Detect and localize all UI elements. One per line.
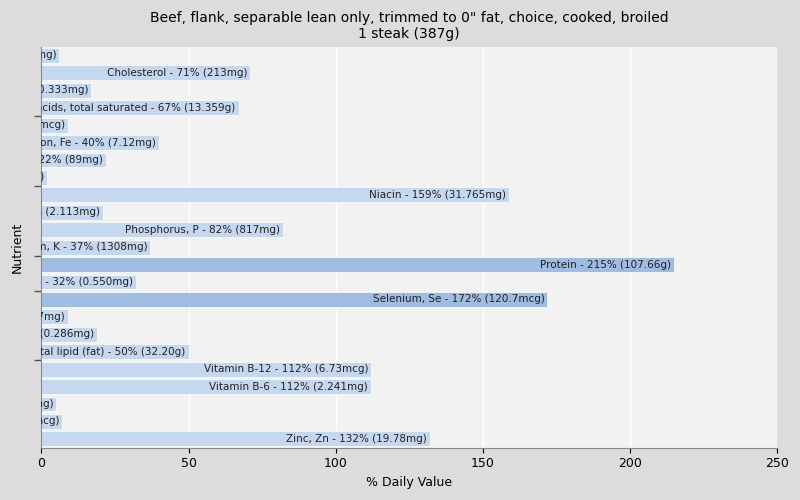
Bar — [42, 135, 159, 150]
Bar — [42, 205, 103, 220]
Text: Niacin - 159% (31.765mg): Niacin - 159% (31.765mg) — [370, 190, 506, 200]
Y-axis label: Nutrient: Nutrient — [11, 222, 24, 273]
Text: Zinc, Zn - 132% (19.78mg): Zinc, Zn - 132% (19.78mg) — [286, 434, 427, 444]
Text: Manganese, Mn - 2% (0.039mg): Manganese, Mn - 2% (0.039mg) — [0, 172, 45, 182]
Text: Thiamin - 19% (0.286mg): Thiamin - 19% (0.286mg) — [0, 330, 94, 340]
Bar — [42, 66, 250, 80]
Text: Protein - 215% (107.66g): Protein - 215% (107.66g) — [540, 260, 671, 270]
Text: Iron, Fe - 40% (7.12mg): Iron, Fe - 40% (7.12mg) — [34, 138, 156, 147]
Text: Phosphorus, P - 82% (817mg): Phosphorus, P - 82% (817mg) — [125, 224, 280, 234]
Text: Potassium, K - 37% (1308mg): Potassium, K - 37% (1308mg) — [0, 242, 147, 252]
Bar — [42, 274, 136, 289]
Bar — [42, 83, 91, 98]
Bar — [42, 152, 106, 168]
Text: Magnesium, Mg - 22% (89mg): Magnesium, Mg - 22% (89mg) — [0, 155, 103, 165]
Text: Cholesterol - 71% (213mg): Cholesterol - 71% (213mg) — [107, 68, 247, 78]
Bar — [42, 222, 282, 237]
Bar — [42, 100, 238, 115]
Bar — [42, 188, 510, 202]
Text: Riboflavin - 32% (0.550mg): Riboflavin - 32% (0.550mg) — [0, 277, 133, 287]
Text: Calcium, Ca - 6% (58mg): Calcium, Ca - 6% (58mg) — [0, 50, 56, 60]
Bar — [42, 292, 547, 307]
Bar — [42, 414, 62, 429]
Text: Folate, total - 9% (35mcg): Folate, total - 9% (35mcg) — [0, 120, 65, 130]
Title: Beef, flank, separable lean only, trimmed to 0" fat, choice, cooked, broiled
1 s: Beef, flank, separable lean only, trimme… — [150, 11, 669, 42]
Bar — [42, 118, 68, 132]
Bar — [42, 170, 47, 185]
Bar — [42, 362, 371, 376]
Text: Vitamin E (alpha-tocopherol) - 5% (1.47mg): Vitamin E (alpha-tocopherol) - 5% (1.47m… — [0, 399, 54, 409]
Text: Pantothenic acid - 21% (2.113mg): Pantothenic acid - 21% (2.113mg) — [0, 208, 100, 218]
Text: Vitamin B-12 - 112% (6.73mcg): Vitamin B-12 - 112% (6.73mcg) — [203, 364, 368, 374]
Bar — [42, 327, 98, 342]
Text: Copper, Cu - 17% (0.333mg): Copper, Cu - 17% (0.333mg) — [0, 85, 89, 95]
Bar — [42, 344, 189, 359]
Bar — [42, 257, 674, 272]
Bar — [42, 379, 371, 394]
Bar — [42, 432, 430, 446]
Text: Vitamin K (phylloquinone) - 7% (5.4mcg): Vitamin K (phylloquinone) - 7% (5.4mcg) — [0, 416, 59, 426]
Text: Selenium, Se - 172% (120.7mcg): Selenium, Se - 172% (120.7mcg) — [373, 294, 545, 304]
Text: Fatty acids, total saturated - 67% (13.359g): Fatty acids, total saturated - 67% (13.3… — [7, 102, 236, 113]
Bar — [42, 310, 68, 324]
Bar — [42, 48, 59, 63]
Bar — [42, 240, 150, 254]
Bar — [42, 396, 56, 411]
X-axis label: % Daily Value: % Daily Value — [366, 476, 452, 489]
Text: Total lipid (fat) - 50% (32.20g): Total lipid (fat) - 50% (32.20g) — [30, 346, 186, 356]
Text: Vitamin B-6 - 112% (2.241mg): Vitamin B-6 - 112% (2.241mg) — [210, 382, 368, 392]
Text: Sodium, Na - 9% (217mg): Sodium, Na - 9% (217mg) — [0, 312, 65, 322]
